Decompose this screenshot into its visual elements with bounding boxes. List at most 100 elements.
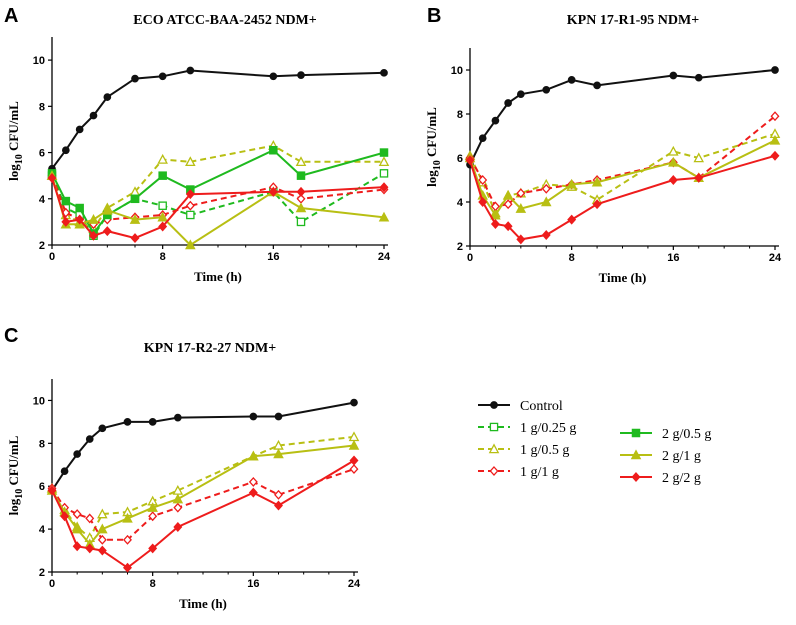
y-tick-label: 4 [39,194,46,206]
y-tick-label: 2 [457,241,463,253]
y-label-sub: 10 [14,489,25,499]
series-r2 [465,150,780,245]
data-point [148,511,158,522]
data-point [771,66,779,74]
series-y1 [46,170,390,250]
y-tick-label: 6 [457,153,463,165]
series-control [48,66,388,173]
data-point [158,221,168,232]
series-line [51,468,355,541]
data-point [296,186,306,197]
data-point [542,85,551,94]
data-point [567,214,577,225]
data-point [296,217,306,227]
data-point [103,93,112,101]
data-point [122,512,133,523]
data-point [297,71,305,79]
data-point [668,156,679,167]
legend-label: 2 g/2 g [662,471,701,486]
data-point [72,509,82,520]
data-point [102,226,112,237]
x-tick-label: 16 [667,252,679,264]
data-point [349,455,359,466]
series-y05 [464,128,781,218]
series-line [469,115,776,208]
data-point [694,172,704,183]
x-tick-label: 24 [348,578,361,590]
legend-item-control: Control [478,399,563,414]
series-line [51,144,384,231]
x-tick-label: 0 [49,578,55,590]
series-control [466,66,779,169]
legend-item-g025: 1 g/0.25 g [478,421,576,436]
data-point [123,534,132,545]
data-point [89,230,98,241]
panel-label: A [4,5,18,27]
data-point [274,412,283,421]
data-point [516,234,526,245]
data-point [88,214,99,224]
y-axis-label: log10 CFU/mL [6,101,25,181]
data-point [158,201,167,210]
data-point [693,152,705,163]
data-point [515,203,527,213]
data-point [147,502,158,512]
data-point [47,173,57,183]
data-point [295,156,307,167]
data-point [349,464,359,475]
data-point [668,145,679,156]
y-label-log: log [424,170,439,187]
data-point [274,500,283,511]
legend-label: Control [520,399,563,414]
legend-item-y05: 1 g/0.5 g [478,443,569,458]
data-point [378,156,390,167]
data-point [85,543,95,554]
data-point [504,99,512,107]
legend-label: 1 g/0.5 g [520,443,569,458]
data-point [129,214,141,224]
data-point [668,175,678,185]
legend-marker [488,443,500,454]
y-tick-label: 4 [39,524,46,536]
data-point [249,412,258,421]
series-control [48,398,358,495]
y-label-tail: CFU/mL [6,101,21,154]
series-line [51,149,385,236]
y-tick-label: 10 [33,55,45,67]
x-tick-label: 0 [467,252,473,264]
data-point [490,209,501,220]
series-line [51,175,385,226]
legend-label: 1 g/1 g [520,465,559,480]
data-point [516,90,525,99]
data-point [130,194,140,204]
data-point [269,72,278,81]
data-point [75,125,84,134]
legend-marker [490,401,498,409]
data-point [248,487,258,498]
data-point [379,148,389,157]
data-point [540,196,552,207]
data-point [541,230,551,240]
panel-label: C [4,325,18,347]
data-point [173,413,182,422]
legend-label: 1 g/0.25 g [520,421,576,436]
x-tick-label: 0 [49,251,55,263]
data-point [567,76,576,84]
data-point [172,493,184,504]
data-point [274,489,283,500]
legend-label: 2 g/1 g [662,449,701,464]
x-tick-label: 8 [150,578,156,590]
data-point [770,111,780,122]
series-line [51,401,355,492]
data-point [47,485,57,496]
data-point [769,134,781,145]
x-tick-label: 24 [378,251,391,263]
series-y05 [46,431,360,542]
data-point [158,72,167,81]
data-point [123,418,132,426]
data-point [269,145,278,155]
y-axis-label: log10 CFU/mL [6,435,25,515]
series-line [51,175,385,247]
data-point [173,521,183,532]
